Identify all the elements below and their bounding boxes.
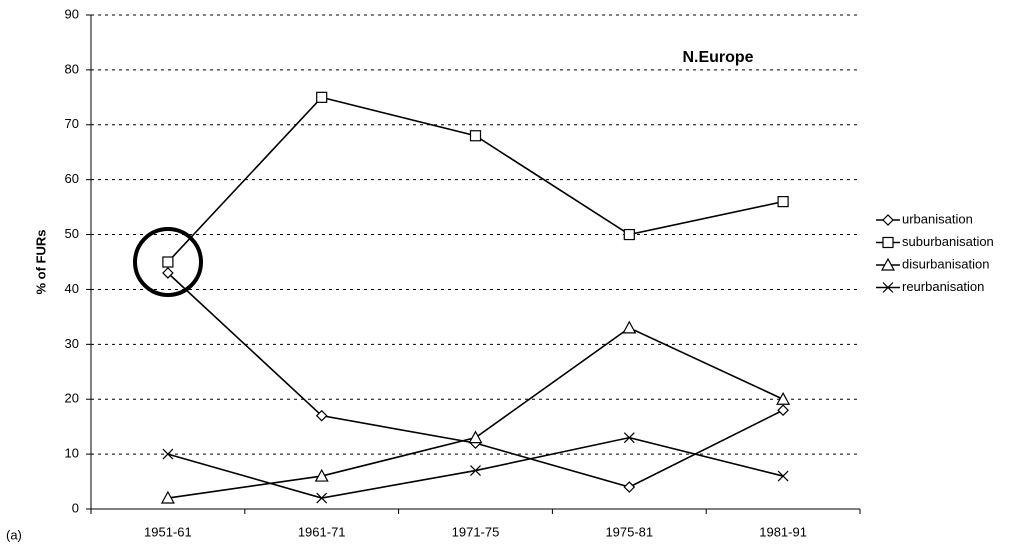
legend-label: disurbanisation	[902, 256, 989, 271]
marker	[623, 432, 635, 444]
y-tick-label: 40	[65, 281, 79, 296]
x-tick-label: 1975-81	[605, 524, 653, 539]
y-tick-label: 30	[65, 336, 79, 351]
y-axis-label: % of FURs	[33, 230, 48, 295]
marker	[316, 91, 328, 103]
x-tick-label: 1981-91	[759, 524, 807, 539]
y-tick-label: 80	[65, 61, 79, 76]
marker	[162, 267, 174, 279]
marker	[162, 448, 174, 460]
legend-marker	[882, 214, 894, 226]
marker	[470, 465, 481, 477]
panel-label: (a)	[6, 527, 22, 542]
y-tick-label: 0	[72, 500, 79, 515]
x-tick-label: 1951-61	[144, 524, 192, 539]
x-tick-label: 1971-75	[452, 524, 500, 539]
highlight-circle	[133, 227, 203, 297]
marker	[776, 391, 791, 405]
marker	[160, 490, 175, 504]
legend-marker	[880, 257, 896, 271]
y-tick-label: 70	[65, 116, 79, 131]
marker	[316, 492, 328, 504]
legend-label: reurbanisation	[902, 279, 984, 294]
y-tick-label: 10	[65, 446, 79, 461]
marker	[623, 228, 635, 241]
marker	[777, 404, 789, 417]
marker	[623, 481, 636, 493]
legend-marker	[882, 282, 894, 293]
marker	[777, 470, 789, 482]
series-line	[167, 272, 784, 488]
y-tick-label: 60	[65, 171, 79, 186]
marker	[314, 468, 329, 482]
marker	[315, 409, 328, 422]
series-line	[167, 326, 784, 499]
y-tick-label: 20	[65, 391, 79, 406]
x-tick-label: 1961-71	[298, 524, 346, 539]
y-tick-label: 90	[65, 6, 79, 21]
marker	[162, 256, 174, 268]
legend-label: suburbanisation	[902, 234, 994, 249]
annotation: N.Europe	[682, 49, 753, 66]
marker	[469, 130, 482, 142]
marker	[777, 196, 789, 208]
marker	[622, 320, 637, 334]
marker	[468, 430, 483, 444]
legend-marker	[882, 236, 894, 249]
y-tick-label: 50	[65, 226, 79, 241]
legend-label: urbanisation	[902, 211, 973, 226]
